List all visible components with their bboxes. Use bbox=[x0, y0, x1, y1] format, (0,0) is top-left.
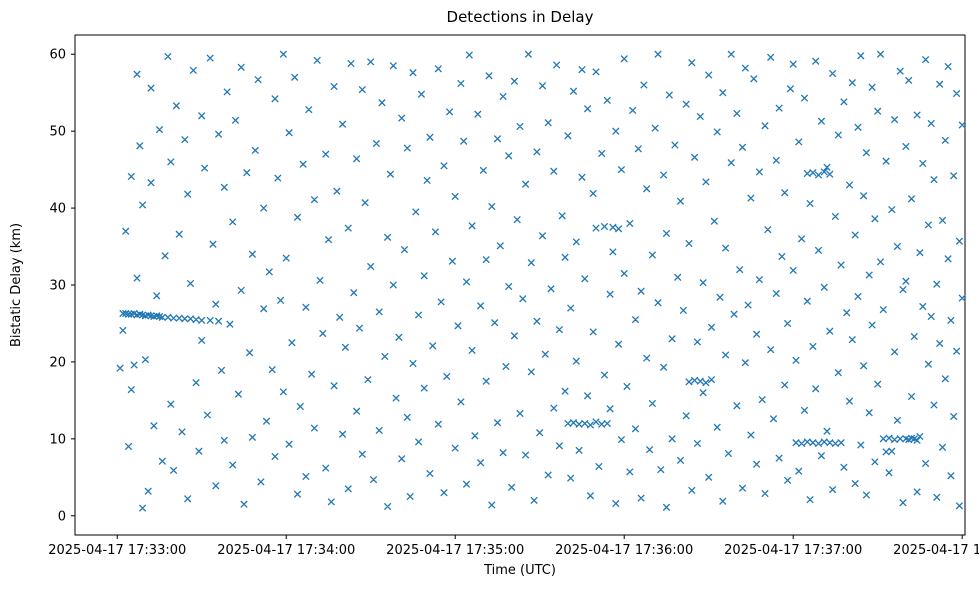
x-tick-label: 2025-04-17 17:36:00 bbox=[555, 543, 693, 558]
x-tick-label: 2025-04-17 17:38:00 bbox=[893, 543, 979, 558]
scatter-marker-path bbox=[116, 50, 966, 512]
x-tick-label: 2025-04-17 17:33:00 bbox=[48, 543, 186, 558]
y-tick-label: 10 bbox=[49, 432, 66, 447]
plot-frame bbox=[74, 34, 966, 536]
y-tick-label: 20 bbox=[49, 355, 66, 370]
x-axis-ticks: 2025-04-17 17:33:00 2025-04-17 17:34:00 20… bbox=[48, 535, 979, 558]
y-axis-label: Bistatic Delay (km) bbox=[9, 223, 24, 347]
y-tick-label: 40 bbox=[49, 202, 66, 217]
y-tick-label: 60 bbox=[49, 48, 66, 63]
x-tick-label: 2025-04-17 17:37:00 bbox=[724, 543, 862, 558]
x-tick-label: 2025-04-17 17:34:00 bbox=[217, 543, 355, 558]
x-tick-label: 2025-04-17 17:35:00 bbox=[386, 543, 524, 558]
y-tick-label: 50 bbox=[49, 125, 66, 140]
y-axis-ticks: 0 10 20 30 40 50 60 bbox=[49, 48, 75, 524]
scatter-points bbox=[116, 50, 966, 512]
x-axis-label: Time (UTC) bbox=[483, 563, 556, 578]
chart-title: Detections in Delay bbox=[447, 8, 594, 26]
y-tick-label: 0 bbox=[58, 509, 66, 524]
plot-area bbox=[74, 34, 966, 536]
y-tick-label: 30 bbox=[49, 279, 66, 294]
